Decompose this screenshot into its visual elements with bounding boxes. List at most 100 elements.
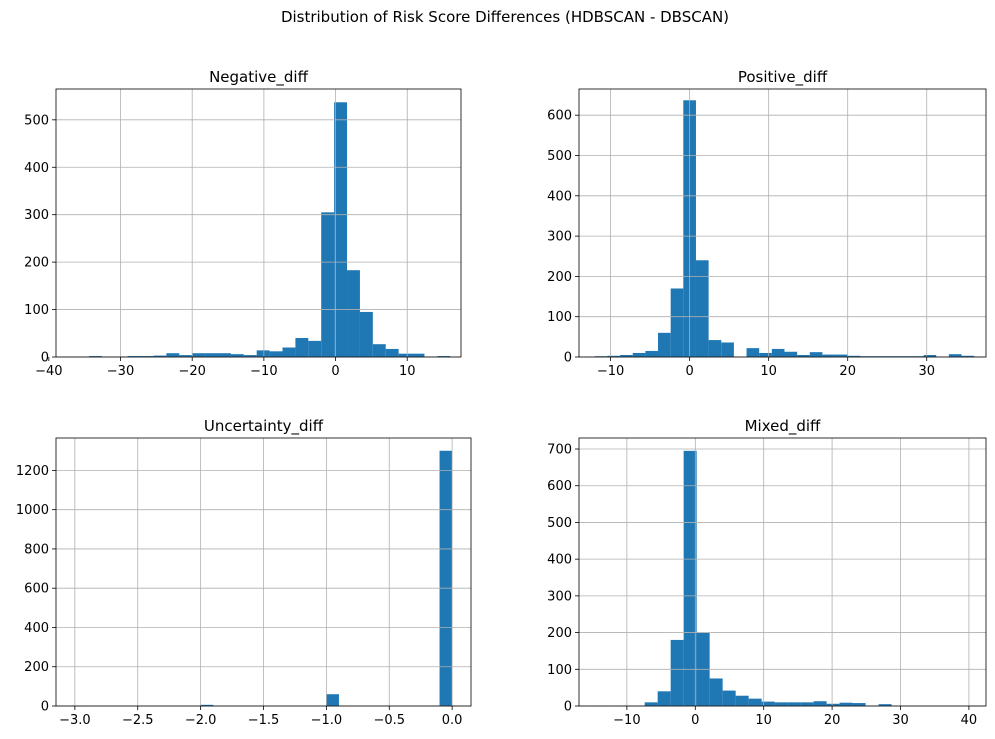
negative-diff-bar <box>334 102 348 357</box>
uncertainty-diff-y-tick-label: 800 <box>24 542 49 557</box>
negative-diff-bar <box>166 353 180 357</box>
mixed-diff-bar <box>852 703 866 706</box>
negative-diff-bar <box>359 311 373 357</box>
negative-diff-y-tick-label: 0 <box>41 351 49 366</box>
mixed-diff-bar <box>774 702 788 706</box>
uncertainty-diff-y-tick-label: 1000 <box>16 503 49 518</box>
mixed-diff-title: Mixed_diff <box>745 417 821 436</box>
uncertainty-diff-title: Uncertainty_diff <box>204 417 324 436</box>
negative-diff-x-tick-label: −30 <box>107 364 134 379</box>
mixed-diff-bar <box>722 690 736 706</box>
mixed-diff-y-ticks: 0 100 200 300 400 500 600 700 <box>547 443 579 715</box>
mixed-diff-bar <box>735 695 749 706</box>
mixed-diff-bar <box>813 701 827 706</box>
positive-diff-y-tick-label: 200 <box>547 270 572 285</box>
positive-diff-x-tick-label: 10 <box>760 364 777 379</box>
positive-diff-x-tick-label: −10 <box>597 364 624 379</box>
negative-diff-bar <box>218 353 231 357</box>
positive-diff-bar <box>872 356 886 357</box>
uncertainty-diff-x-tick-label: 0.0 <box>442 713 463 728</box>
positive-diff-bar <box>910 356 924 357</box>
mixed-diff-bar <box>761 701 775 706</box>
negative-diff-bar <box>88 356 102 357</box>
uncertainty-diff-y-tick-label: 0 <box>41 700 49 715</box>
uncertainty-diff-y-ticks: 0 200 400 600 800 1000 1200 <box>16 464 56 715</box>
negative-diff-y-tick-label: 400 <box>24 161 49 176</box>
subplot-uncertainty-diff: −3.0 −2.5 −2.0 −1.5 −1.0 −0.5 0.0 0 200 400 600 800… <box>16 417 472 728</box>
negative-diff-bar <box>140 356 154 357</box>
mixed-diff-axes-frame <box>578 437 987 707</box>
uncertainty-diff-grid <box>56 438 471 707</box>
negative-diff-y-ticks: 0 100 200 300 400 500 <box>24 113 56 366</box>
negative-diff-bar <box>372 344 386 357</box>
mixed-diff-y-tick-label: 600 <box>547 479 572 494</box>
positive-diff-bar <box>885 356 899 357</box>
positive-diff-bar <box>784 351 798 357</box>
positive-diff-bar <box>708 340 722 357</box>
positive-diff-bar <box>835 354 848 357</box>
positive-diff-bar <box>822 354 836 357</box>
uncertainty-diff-bar <box>439 450 453 706</box>
negative-diff-y-tick-label: 500 <box>24 113 49 128</box>
positive-diff-y-tick-label: 0 <box>564 351 572 366</box>
uncertainty-diff-y-tick-label: 1200 <box>16 464 49 479</box>
positive-diff-x-tick-label: 0 <box>686 364 694 379</box>
positive-diff-bars <box>594 100 975 357</box>
positive-diff-bar <box>898 356 911 357</box>
uncertainty-diff-x-tick-label: −1.0 <box>311 713 343 728</box>
positive-diff-y-ticks: 0 100 200 300 400 500 600 <box>547 109 579 366</box>
uncertainty-diff-y-tick-label: 400 <box>24 621 49 636</box>
negative-diff-bar <box>411 353 425 357</box>
negative-diff-bar <box>347 270 360 357</box>
negative-diff-y-tick-label: 300 <box>24 208 49 223</box>
mixed-diff-bar <box>670 639 684 706</box>
uncertainty-diff-y-tick-label: 200 <box>24 660 49 675</box>
positive-diff-bar <box>721 342 734 357</box>
positive-diff-y-tick-label: 300 <box>547 230 572 245</box>
mixed-diff-x-tick-label: 20 <box>824 713 841 728</box>
positive-diff-bar <box>670 288 684 357</box>
negative-diff-y-tick-label: 200 <box>24 256 49 271</box>
positive-diff-axes-frame <box>578 88 987 358</box>
negative-diff-bar <box>127 356 141 357</box>
mixed-diff-bar <box>839 702 853 706</box>
negative-diff-bar <box>192 353 206 357</box>
negative-diff-bar <box>398 353 412 357</box>
positive-diff-bar <box>645 350 659 357</box>
mixed-diff-y-tick-label: 700 <box>547 443 572 458</box>
mixed-diff-x-tick-label: −10 <box>613 713 640 728</box>
negative-diff-bar <box>437 356 451 357</box>
positive-diff-grid <box>579 89 986 358</box>
uncertainty-diff-bar <box>200 704 214 706</box>
positive-diff-y-tick-label: 500 <box>547 149 572 164</box>
mixed-diff-y-tick-label: 500 <box>547 516 572 531</box>
mixed-diff-bar <box>787 702 801 706</box>
negative-diff-x-tick-label: −40 <box>35 364 62 379</box>
figure-title: Distribution of Risk Score Differences (… <box>281 8 729 26</box>
mixed-diff-x-tick-label: 0 <box>691 713 699 728</box>
negative-diff-bar <box>243 355 257 357</box>
uncertainty-diff-x-tick-label: −1.5 <box>248 713 280 728</box>
subplot-negative-diff: −40 −30 −20 −10 0 100100200300400500Negative_… <box>24 68 462 379</box>
positive-diff-bar <box>594 356 608 357</box>
negative-diff-y-tick-label: 100 <box>24 303 49 318</box>
positive-diff-bar <box>809 352 823 357</box>
uncertainty-diff-y-tick-label: 600 <box>24 582 49 597</box>
mixed-diff-bar <box>878 704 892 706</box>
mixed-diff-bar <box>644 702 658 706</box>
subplot-mixed-diff: −10 0 10 20 30 400100200300400500600700Mixed_… <box>547 417 987 728</box>
positive-diff-bar <box>620 354 633 357</box>
negative-diff-bar <box>321 212 335 357</box>
negative-diff-bar <box>295 338 309 357</box>
negative-diff-x-tick-label: −20 <box>178 364 205 379</box>
negative-diff-bar <box>269 351 283 357</box>
negative-diff-axes-frame <box>55 88 462 358</box>
mixed-diff-bars <box>592 450 983 707</box>
positive-diff-bar <box>797 354 810 357</box>
mixed-diff-bar <box>657 691 671 706</box>
mixed-diff-x-tick-label: 30 <box>892 713 909 728</box>
negative-diff-bars <box>63 102 451 358</box>
uncertainty-diff-x-tick-label: −0.5 <box>373 713 405 728</box>
negative-diff-bar <box>205 353 218 357</box>
